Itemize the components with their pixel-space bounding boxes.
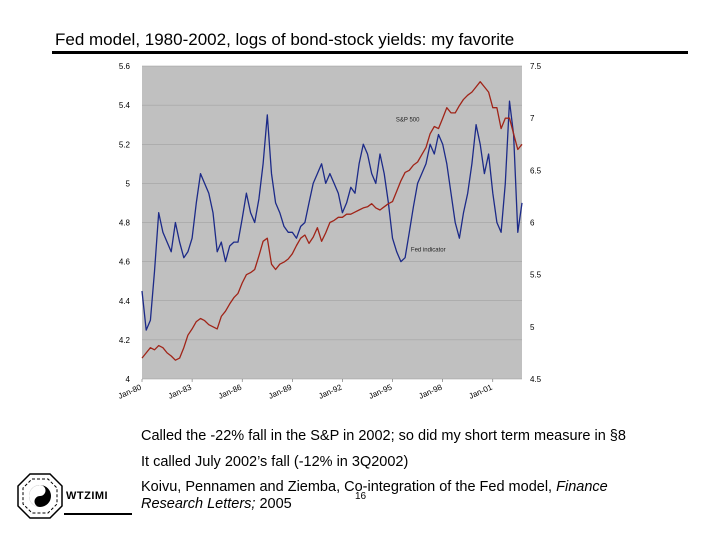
x-axis: Jan-80 Jan-83 Jan-86 Jan-89 Jan-92 Jan-95 Jan-…: [117, 379, 494, 401]
series-annotation: S&P 500: [396, 117, 420, 123]
citation-line-1: Koivu, Pennamen and Ziemba, Co-integrati…: [141, 479, 608, 495]
right-axis: 4.5 5 5.5 6 6.5 7 7.5: [530, 62, 542, 384]
left-tick-label: 4: [126, 375, 131, 384]
gridlines: [142, 65, 522, 380]
x-tick-label: Jan-95: [367, 382, 394, 400]
x-tick-label: Jan-80: [117, 382, 144, 400]
left-tick-label: 5.2: [119, 140, 131, 149]
right-tick-label: 4.5: [530, 375, 542, 384]
right-tick-label: 6: [530, 219, 535, 228]
series-lines: [141, 81, 523, 361]
citation-line-2: Research Letters; 2005: [141, 496, 292, 512]
citation-authors: Koivu, Pennamen and Ziemba, Co-integrati…: [141, 479, 557, 495]
left-axis: 4 4.2 4.4 4.6 4.8 5 5.2 5.4 5.6: [119, 62, 131, 384]
left-tick-label: 5.6: [119, 62, 131, 71]
note-prediction-2002: Called the -22% fall in the S&P in 2002;…: [141, 428, 626, 444]
left-tick-label: 4.8: [119, 219, 131, 228]
citation-journal-b: Research Letters;: [141, 496, 256, 512]
citation-journal-a: Finance: [556, 479, 608, 495]
right-tick-label: 7.5: [530, 62, 542, 71]
citation-year: 2005: [255, 496, 292, 512]
ziemba-logo-icon: [17, 473, 63, 519]
page-number: 16: [355, 491, 367, 502]
fed-model-chart: 44.24.44.64.855.25.45.6 4.555.566.577.5 …: [117, 62, 542, 401]
slide-title: Fed model, 1980-2002, logs of bond-stock…: [55, 30, 515, 49]
x-tick-label: Jan-01: [468, 382, 495, 400]
x-tick-label: Jan-86: [217, 382, 244, 400]
logo-rule: [64, 513, 132, 515]
x-tick-label: Jan-98: [417, 382, 444, 400]
x-tick-label: Jan-89: [267, 382, 294, 400]
sp500-line: [141, 81, 523, 361]
fed-indicator-line: [141, 100, 523, 331]
note-july-2002: It called July 2002’s fall (-12% in 3Q20…: [141, 454, 409, 470]
x-tick-label: Jan-83: [167, 382, 194, 400]
left-tick-label: 4.6: [119, 258, 131, 267]
chart-annotations: S&P 500 Fed indicator: [396, 117, 446, 253]
left-tick-label: 5.4: [119, 101, 131, 110]
left-tick-label: 5: [126, 179, 131, 188]
right-tick-label: 5.5: [530, 271, 542, 280]
series-annotation: Fed indicator: [411, 248, 446, 254]
left-tick-label: 4.2: [119, 336, 131, 345]
left-tick-label: 4.4: [119, 297, 131, 306]
x-tick-label: Jan-92: [317, 382, 344, 400]
logo-text: WTZIMI: [66, 490, 109, 502]
title-rule: [52, 51, 688, 54]
right-tick-label: 7: [530, 114, 535, 123]
right-tick-label: 6.5: [530, 166, 542, 175]
right-tick-label: 5: [530, 323, 535, 332]
